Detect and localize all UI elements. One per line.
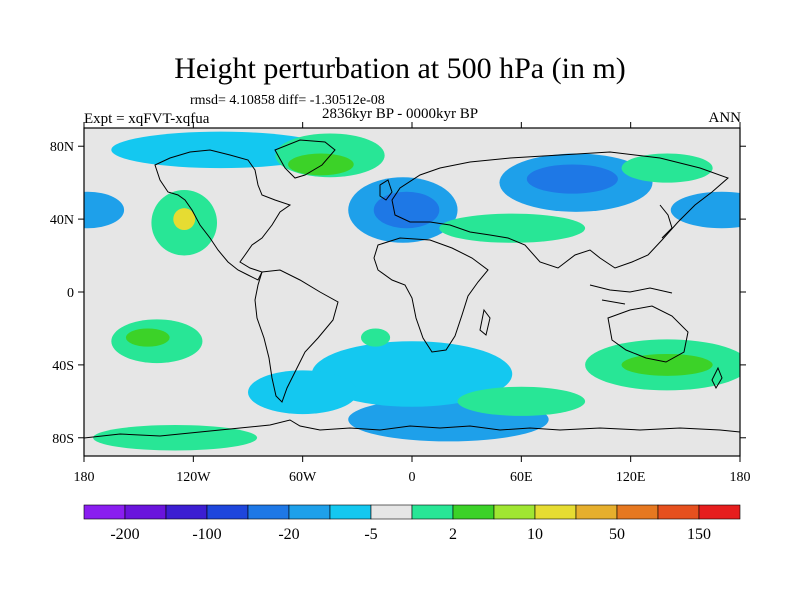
field-region-pos_light [360, 328, 391, 347]
field-region-neg_strong [526, 164, 618, 194]
coastline-british-isles [379, 179, 393, 201]
colorbar: -200 -100 -20 -5 2 10 50 150 [83, 504, 741, 543]
coastline-africa [373, 237, 489, 353]
colorbar-swatch [698, 504, 741, 520]
coastline-north-america [154, 149, 292, 281]
colorbar-swatch [370, 504, 413, 520]
perturbation-field [84, 131, 740, 451]
coastline-antarctica [84, 419, 740, 439]
colorbar-swatch [575, 504, 618, 520]
colorbar-swatch [165, 504, 208, 520]
coastline-japan [659, 204, 673, 239]
lon-tick-label: 180 [730, 470, 751, 485]
plot-title: Height perturbation at 500 hPa (in m) [174, 52, 626, 85]
lon-tick-label: 0 [409, 470, 416, 485]
axis-ticks: 180 120W 60W 0 60E 120E 180 80N 40N 0 40S 80S [50, 122, 751, 485]
coastline-greenland [274, 139, 336, 179]
lon-tick-label: 120W [176, 470, 211, 485]
colorbar-swatch [124, 504, 167, 520]
lon-tick-label: 60E [510, 470, 533, 485]
field-region-pos_mid [288, 153, 354, 176]
field-region-neg_light [111, 131, 330, 169]
coastline-australia [607, 305, 689, 363]
colorbar-swatch [534, 504, 577, 520]
colorbar-swatch [206, 504, 249, 520]
field-region-pos_mid [621, 353, 713, 376]
lon-tick-label: 60W [289, 470, 317, 485]
colorbar-label: 10 [527, 526, 543, 543]
colorbar-swatch [411, 504, 454, 520]
lon-tick-label: 120E [616, 470, 646, 485]
field-region-pos_strong [173, 208, 196, 231]
colorbar-label: 150 [687, 526, 711, 543]
colorbar-swatch [452, 504, 495, 520]
colorbar-label: -20 [278, 526, 299, 543]
lat-tick-label: 80N [50, 140, 74, 155]
field-region-neg_mid [670, 191, 740, 229]
coastlines [84, 139, 740, 439]
colorbar-label: 50 [609, 526, 625, 543]
field-region-pos_light [439, 213, 586, 243]
colorbar-label: -200 [110, 526, 139, 543]
experiment-label: Expt = xqFVT-xqfua [84, 111, 210, 127]
colorbar-swatch [616, 504, 659, 520]
lat-tick-label: 40N [50, 213, 74, 228]
coastline-indonesia [589, 284, 673, 305]
field-region-pos_light [621, 153, 713, 183]
colorbar-swatch [657, 504, 700, 520]
coastline-south-america [254, 269, 339, 403]
lon-tick-label: 180 [74, 470, 95, 485]
coastline-eurasia [391, 151, 729, 269]
colorbar-label: 2 [449, 526, 457, 543]
season-label: ANN [708, 110, 742, 126]
colorbar-label: -5 [364, 526, 377, 543]
period-label: 2836kyr BP - 0000kyr BP [322, 106, 479, 122]
field-region-neg_light [247, 370, 358, 415]
colorbar-swatch [288, 504, 331, 520]
colorbar-swatch [83, 504, 126, 520]
lat-tick-label: 0 [67, 286, 74, 301]
coastline-madagascar [479, 308, 491, 336]
field-region-pos_light [93, 425, 258, 451]
field-region-pos_light [457, 386, 586, 416]
colorbar-label: -100 [192, 526, 221, 543]
rmsd-diff-stats: rmsd= 4.10858 diff= -1.30512e-08 [190, 93, 385, 108]
field-region-pos_mid [125, 328, 170, 347]
field-region-neg_mid [84, 191, 125, 229]
field-region-neg_strong [373, 191, 440, 229]
colorbar-swatch [329, 504, 372, 520]
lat-tick-label: 80S [52, 432, 74, 447]
colorbar-swatch [493, 504, 536, 520]
lat-tick-label: 40S [52, 359, 74, 374]
colorbar-swatch [247, 504, 290, 520]
field-region-neg_light [311, 341, 513, 407]
coastline-new-zealand [711, 366, 723, 390]
